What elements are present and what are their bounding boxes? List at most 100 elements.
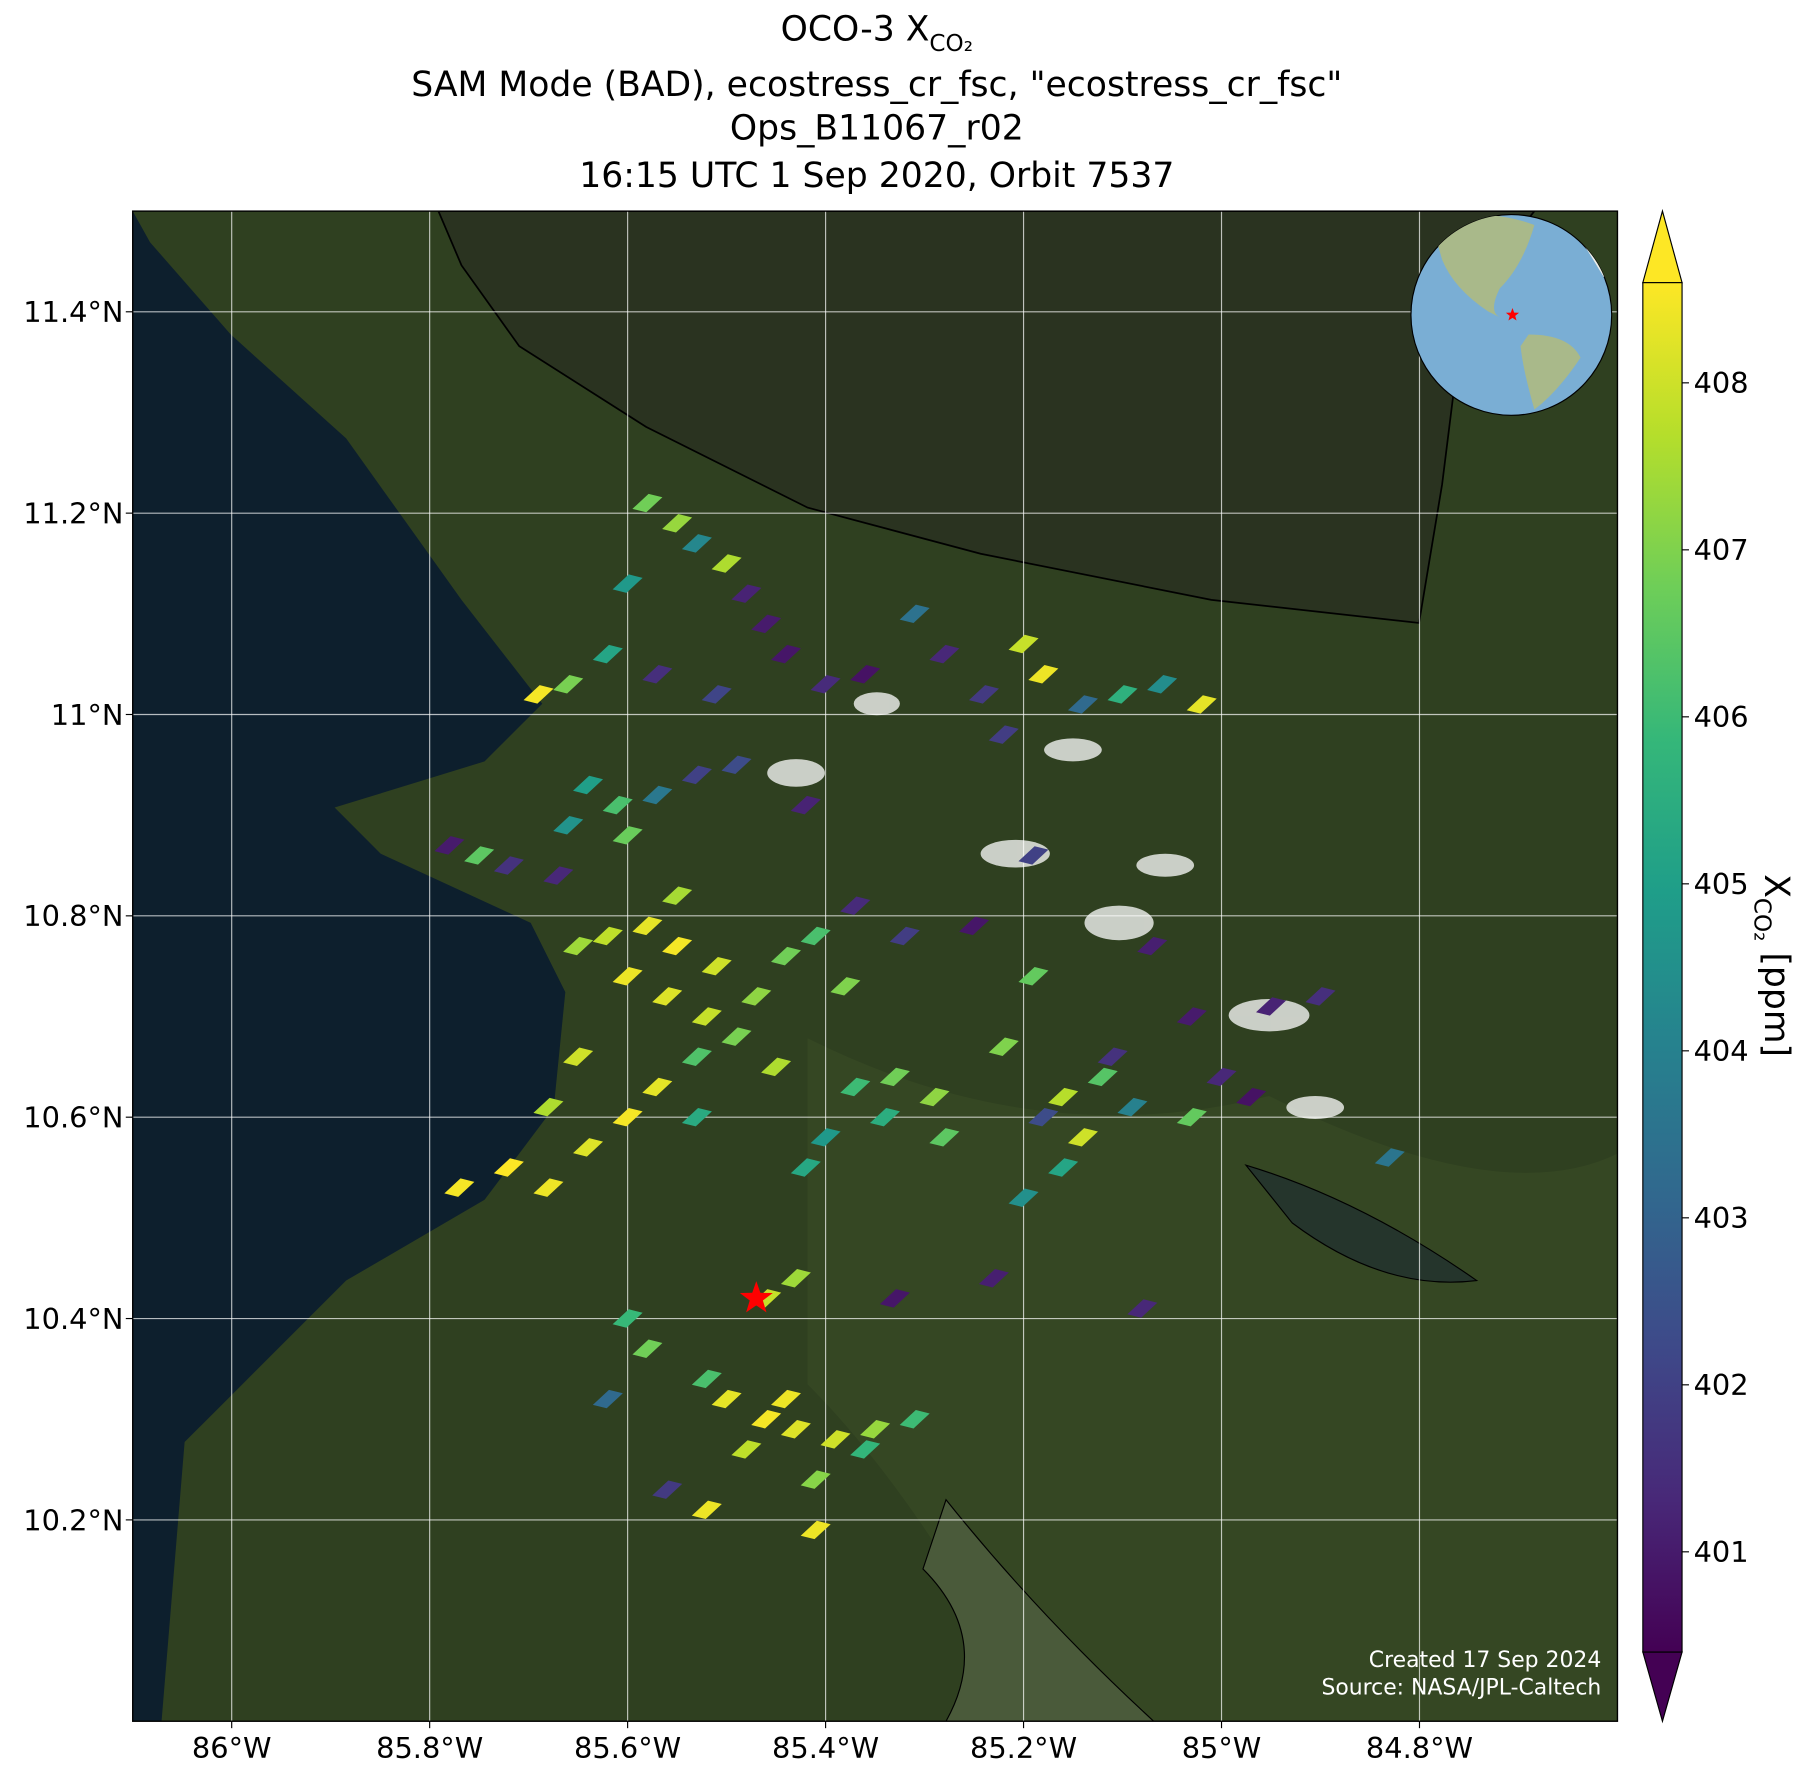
colorbar: 401 402 403 404 405 406 407 408 [1642,208,1749,1724]
x-tick-label: 86°W [192,1731,272,1765]
sounding [988,725,1019,744]
sounding [1127,1299,1158,1318]
sounding [662,886,693,905]
sounding [810,1128,841,1147]
plot-frame [132,210,1619,1722]
sounding [691,1369,722,1389]
sounding [790,795,821,815]
sounding [800,1470,831,1489]
sounding [1236,1087,1267,1107]
sounding [533,1178,564,1197]
sounding [543,866,574,885]
sounding [652,987,683,1006]
sounding [681,534,712,553]
x-tick-label: 85.6°W [574,1731,681,1765]
sounding [1048,1158,1079,1177]
sounding [632,916,663,936]
sounding [869,1107,900,1127]
sounding [840,1077,871,1097]
sounding [592,926,623,946]
colorbar-tick-label: 403 [1694,1201,1749,1235]
sounding [1137,936,1168,956]
sounding [493,1158,524,1177]
sounding [771,1389,801,1409]
sounding [879,1289,910,1308]
sounding [612,1107,643,1127]
sounding [711,554,742,573]
sounding [1067,1128,1098,1147]
sounding [780,1420,811,1439]
sounding [800,1520,831,1540]
soundings [434,493,1405,1540]
colorbar-label-subscript: CO₂ [1749,898,1775,942]
sounding [1067,695,1098,714]
sounding [889,926,920,946]
colorbar-extend-max [1642,208,1683,284]
sounding [1028,1107,1059,1127]
colorbar-label-main: X [1756,874,1796,898]
y-tick-label: 10.6°N [23,1101,123,1135]
site-marker [739,1281,773,1313]
sounding [642,1077,673,1097]
sounding [602,795,633,815]
sounding [493,856,524,875]
sounding [830,977,861,996]
sounding [1107,685,1138,704]
sounding [968,685,999,704]
title-subscript: CO₂ [929,31,973,57]
sounding [820,1430,851,1449]
y-tick-label: 10.4°N [23,1302,123,1336]
sounding [1008,1188,1039,1207]
colorbar-tick-label: 402 [1694,1368,1749,1402]
sounding [642,785,673,805]
sounding [632,493,663,513]
sounding [612,826,643,845]
sounding [464,846,495,865]
subtitle: 16:15 UTC 1 Sep 2020, Orbit 7537 [579,156,1174,196]
sounding [771,946,801,966]
y-tick-label: 10.2°N [23,1503,123,1537]
sounding [978,1269,1009,1288]
sounding [741,987,772,1006]
sounding [553,816,584,835]
sounding [1256,997,1287,1016]
globe-site-marker [1505,308,1520,321]
sounding [711,1389,742,1409]
sounding [523,685,554,704]
sounding [919,1087,950,1107]
sounding [553,675,584,694]
subtitle: SAM Mode (BAD), ecostress_cr_fsc, "ecost… [411,65,1342,105]
sounding [612,574,643,593]
gridlines [132,211,1618,1722]
sounding [929,644,960,664]
footer-source: Source: NASA/JPL-Caltech [1321,1676,1601,1701]
sounding [662,513,693,533]
sounding [573,1138,604,1157]
x-tick-label: 84.8°W [1366,1731,1473,1765]
sounding [1117,1097,1148,1117]
sounding [879,1067,910,1087]
sounding [573,775,604,795]
sounding [899,604,930,624]
sounding [860,1420,891,1439]
y-tick-label: 11.4°N [23,295,123,329]
title-main: OCO-3 X [781,9,930,49]
sounding [771,644,801,664]
colorbar-extend-min [1642,1651,1683,1724]
sounding [988,1037,1019,1056]
sounding [691,1500,722,1520]
sounding [790,1158,821,1177]
x-tick-label: 85°W [1182,1731,1262,1765]
sounding [681,1047,712,1067]
sounding [1018,967,1049,986]
sounding [929,1128,960,1147]
sounding [780,1269,811,1288]
sounding [731,1440,762,1459]
colorbar-tick-label: 401 [1694,1535,1749,1569]
sounding [612,967,643,986]
sounding [1176,1107,1207,1127]
colorbar-tick-label: 404 [1694,1034,1749,1068]
sounding [563,1047,594,1067]
sounding [612,1309,643,1328]
